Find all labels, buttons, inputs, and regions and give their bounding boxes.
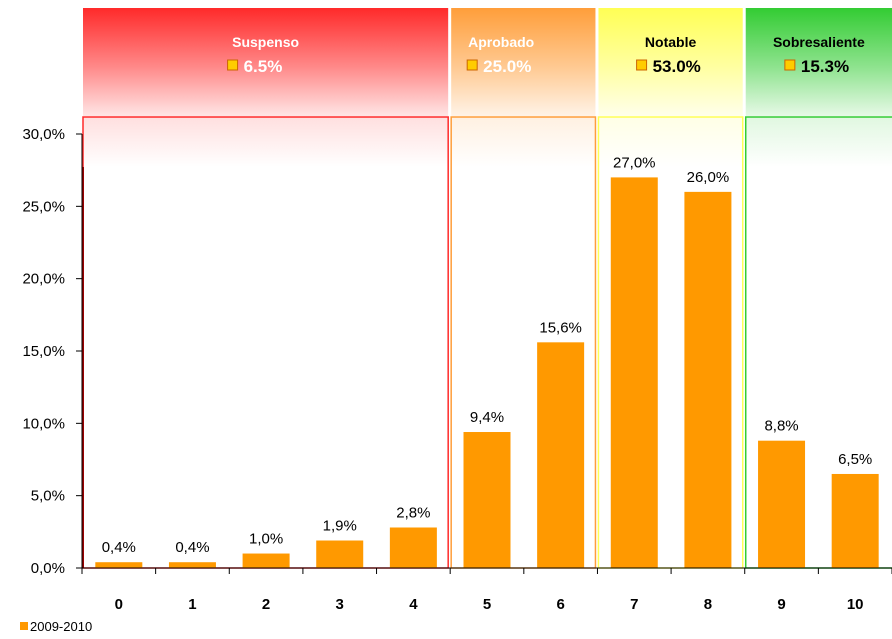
data-label-10: 6,5% (838, 451, 872, 468)
band-percent-sobresaliente: 15.3% (801, 57, 849, 76)
bar-6 (537, 342, 585, 568)
band-marker-icon (784, 59, 796, 71)
band-header-notable (598, 8, 743, 116)
grade-bands: Suspenso 6.5% Aprobado 25.0% Notable 53.0% Sob… (82, 8, 892, 569)
x-tick-label: 3 (336, 596, 344, 613)
y-axis: 0,0% 5,0% 10,0% 15,0% 20,0% 25,0% 30,0% (22, 126, 83, 577)
x-axis: 0 1 2 3 4 5 6 7 8 9 10 (81, 567, 892, 613)
bar-8 (684, 191, 732, 568)
y-tick-label: 10,0% (22, 415, 65, 432)
data-label-9: 8,8% (764, 418, 798, 435)
band-title-notable: Notable (645, 34, 697, 50)
band-title-aprobado: Aprobado (468, 34, 534, 50)
band-fade-suspenso (83, 117, 449, 167)
band-marker-icon (636, 59, 648, 71)
x-tick-label: 8 (704, 596, 712, 613)
band-header-sobresaliente (745, 8, 892, 116)
y-tick-label: 0,0% (31, 560, 65, 577)
band-title-suspenso: Suspenso (232, 34, 299, 50)
bar-2 (242, 553, 290, 568)
x-tick-label: 4 (409, 596, 418, 613)
data-label-0: 0,4% (102, 539, 136, 556)
bar-3 (316, 540, 364, 568)
bar-4 (389, 527, 437, 568)
bar-7 (610, 177, 658, 568)
legend-label: 2009-2010 (30, 619, 92, 634)
y-tick-label: 20,0% (22, 271, 65, 288)
band-title-sobresaliente: Sobresaliente (773, 34, 865, 50)
data-label-1: 0,4% (175, 539, 209, 556)
band-fade-sobresaliente (745, 117, 892, 167)
bar-9 (758, 440, 806, 568)
y-tick-label: 5,0% (31, 488, 65, 505)
x-tick-label: 1 (188, 596, 196, 613)
data-label-4: 2,8% (396, 504, 430, 521)
bar-5 (463, 432, 511, 568)
data-label-3: 1,9% (323, 518, 357, 535)
bar-0 (95, 562, 143, 568)
band-box-suspenso (82, 116, 449, 569)
y-tick-label: 30,0% (22, 126, 65, 143)
x-tick-label: 7 (630, 596, 638, 613)
y-tick-label: 25,0% (22, 198, 65, 215)
x-tick-label: 9 (777, 596, 785, 613)
x-tick-label: 5 (483, 596, 491, 613)
bar-1 (168, 562, 216, 568)
band-header-suspenso (83, 8, 449, 116)
x-tick-label: 6 (556, 596, 564, 613)
data-label-8: 26,0% (687, 169, 730, 186)
band-percent-aprobado: 25.0% (483, 57, 531, 76)
y-tick-label: 15,0% (22, 343, 65, 360)
band-percent-suspenso: 6.5% (244, 57, 283, 76)
band-marker-icon (466, 59, 478, 71)
legend: 2009-2010 (20, 619, 92, 634)
band-percent-notable: 53.0% (653, 57, 701, 76)
band-fade-notable (598, 117, 743, 167)
data-label-2: 1,0% (249, 531, 283, 548)
x-tick-label: 10 (847, 596, 864, 613)
data-label-6: 15,6% (539, 319, 582, 336)
bar-10 (831, 473, 879, 568)
x-tick-label: 0 (115, 596, 123, 613)
bars: 0,4% 0,4% 1,0% 1,9% 2,8% 9,4% 15,6% 27,0% 26,0% 8… (95, 154, 879, 568)
data-label-7: 27,0% (613, 154, 656, 171)
x-tick-label: 2 (262, 596, 270, 613)
legend-swatch (20, 622, 28, 630)
band-fade-aprobado (451, 117, 596, 167)
data-label-5: 9,4% (470, 409, 504, 426)
band-marker-icon (227, 59, 239, 71)
